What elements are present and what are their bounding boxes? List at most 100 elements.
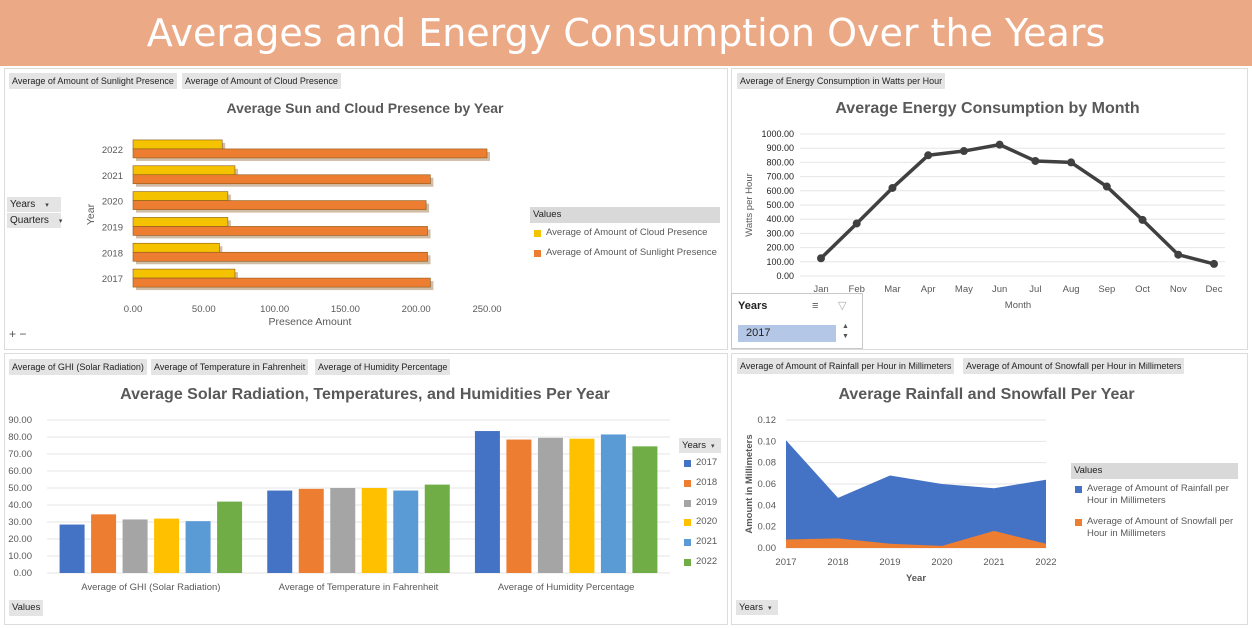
field-chip-sunlight[interactable]: Average of Amount of Sunlight Presence [9,73,177,89]
bar [393,490,419,573]
y-tick-label: 90.00 [8,415,32,426]
y-tick-label: 900.00 [766,143,794,153]
bar [132,251,428,262]
x-tick-label: Jan [813,284,828,295]
multi-select-icon[interactable]: ≡ [812,300,819,312]
filter-quarters[interactable]: Quarters ▾ [7,213,62,228]
solar-chart-title: Average Solar Radiation, Temperatures, a… [120,386,610,403]
slicer-item-2017[interactable]: 2017 [738,325,836,342]
x-tick-label: May [955,284,973,295]
y-axis-title: Amount in Millimeters [744,434,755,533]
y-tick-label: 2017 [102,274,123,285]
field-chip-humidity[interactable]: Average of Humidity Percentage [315,359,451,375]
x-tick-label: Average of Temperature in Fahrenheit [279,582,439,593]
data-point [1031,156,1040,165]
x-tick-label: 2022 [1035,557,1056,568]
x-tick-label: Oct [1135,284,1150,295]
field-chip-energy[interactable]: Average of Energy Consumption in Watts p… [737,73,946,89]
legend-swatch [684,499,691,507]
field-chip-ghi[interactable]: Average of GHI (Solar Radiation) [9,359,147,375]
field-chip-snowfall[interactable]: Average of Amount of Snowfall per Hour i… [963,358,1185,374]
bar [132,226,428,236]
x-tick-label: 50.00 [192,304,216,315]
expand-collapse-buttons[interactable]: + − [9,327,27,341]
rain-snow-chart-title: Average Rainfall and Snowfall Per Year [838,386,1135,403]
chevron-down-icon: ▾ [710,443,715,450]
legend-swatch [1075,486,1082,493]
bar [474,431,500,573]
x-tick-label: Dec [1206,284,1223,295]
x-tick-label: Feb [849,284,865,295]
bar [59,524,85,573]
y-tick-label: 0.00 [14,568,33,579]
legend-item-snowfall: Average of Amount of Snowfall per Hour i… [1075,516,1240,540]
legend-swatch [684,460,691,467]
legend-item-sunlight: Average of Amount of Sunlight Presence [534,247,717,258]
bar [267,490,293,573]
clear-filter-icon[interactable]: ▽ [838,300,847,312]
series-line [819,142,1215,266]
y-tick-label: 50.00 [8,483,32,494]
energy-panel [731,68,1248,350]
data-point [1174,250,1183,259]
bar [154,518,180,573]
legend-label: Average of Amount of Rainfall per Hour i… [1087,483,1229,506]
field-chip-cloud[interactable]: Average of Amount of Cloud Presence [182,73,341,89]
bar [569,438,595,573]
x-axis-title: Presence Amount [269,316,352,328]
rain-years-dropdown[interactable]: Years ▾ [736,600,778,615]
y-tick-label: 2021 [102,171,123,182]
bar [132,174,431,185]
x-axis-title: Month [1005,300,1031,311]
years-dropdown-label: Years [682,440,706,451]
legend-label: 2017 [696,457,718,468]
legend-item-2018: 2018 [684,477,717,488]
values-chip[interactable]: Values [9,600,44,616]
y-tick-label: 400.00 [766,214,794,224]
legend-item-2020: 2020 [684,516,717,527]
chevron-down-icon: ▾ [45,202,49,209]
bar [298,488,324,573]
legend-label: Average of Amount of Snowfall per Hour i… [1087,516,1234,539]
y-axis-title: Watts per Hour [744,173,755,237]
x-tick-label: Mar [884,284,900,295]
data-point [1102,182,1111,191]
bar [217,501,243,573]
dashboard-title: Averages and Energy Consumption Over the… [0,0,1252,66]
legend-swatch [684,559,691,566]
y-tick-label: 1000.00 [761,129,794,139]
x-tick-label: 0.00 [124,304,143,315]
legend-years-dropdown[interactable]: Years ▾ [679,438,721,453]
x-tick-label: 100.00 [260,304,289,315]
y-tick-label: 70.00 [8,449,32,460]
y-tick-label: 0.02 [758,522,777,533]
bar [361,488,387,573]
y-tick-label: 30.00 [8,517,32,528]
y-tick-label: 2020 [102,197,123,208]
filter-years[interactable]: Years ▾ [7,197,61,212]
y-tick-label: 2022 [102,145,123,156]
legend-label: Average of Amount of Cloud Presence [546,227,708,238]
y-tick-label: 0.00 [758,543,777,554]
legend-label: Average of Amount of Sunlight Presence [546,247,717,258]
data-point [852,219,861,228]
data-point [817,254,825,263]
x-tick-label: Jul [1029,284,1041,295]
y-axis-title: Year [85,203,97,225]
area-series [786,440,1046,548]
sun-cloud-chart-title: Average Sun and Cloud Presence by Year [226,100,504,116]
slicer-scroll-down-icon[interactable]: ▼ [842,333,849,340]
x-tick-label: Apr [921,284,936,295]
field-chip-temperature[interactable]: Average of Temperature in Fahrenheit [151,359,309,375]
y-tick-label: 2018 [102,248,123,259]
y-tick-label: 200.00 [766,243,794,253]
y-tick-label: 100.00 [766,257,794,267]
data-point [924,151,933,160]
x-axis-title: Year [906,573,926,584]
field-chip-rainfall[interactable]: Average of Amount of Rainfall per Hour i… [737,358,955,374]
bar [132,277,431,288]
legend-swatch [684,539,691,547]
x-tick-label: Average of Humidity Percentage [498,582,635,593]
slicer-scroll-up-icon[interactable]: ▲ [842,323,849,330]
